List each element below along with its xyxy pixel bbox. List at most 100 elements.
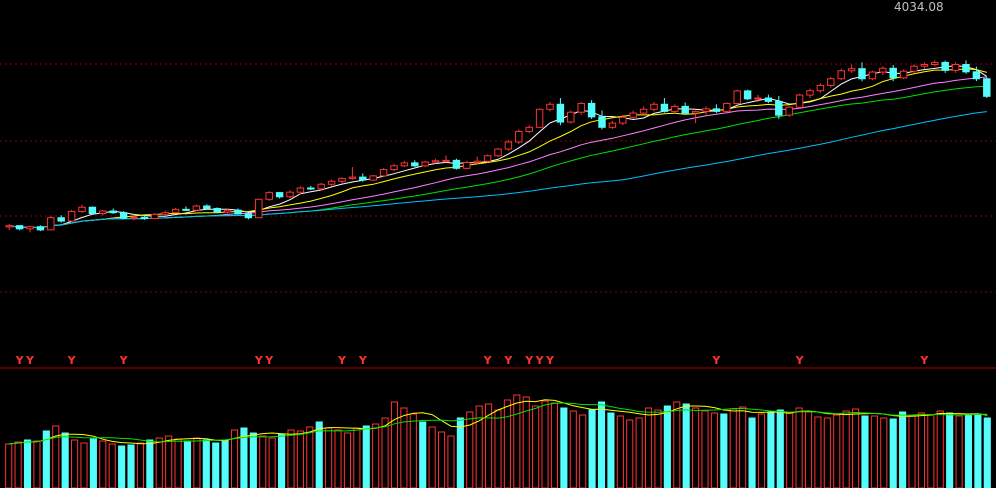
candle-body [140,216,149,220]
candle-body [5,225,13,228]
volume-bar [720,413,728,488]
candle-body [608,122,617,128]
volume-bar [729,408,737,488]
volume-bar [503,399,511,488]
signal-marker: Y [25,354,35,367]
ma-lines [9,65,988,229]
candle-body [712,108,721,112]
volume-bar [560,407,568,488]
ma60-line [9,111,987,229]
volume-bar [466,411,474,488]
volume-bar [757,413,766,488]
volume-bar [569,410,577,488]
volume-bar [475,405,483,488]
candle-body [15,225,24,230]
volume-bar [183,440,192,488]
signal-marker: Y [67,354,77,367]
candle-body [130,216,138,219]
volume-ma10-line [8,402,988,445]
candle-body [920,64,929,67]
candle-body [764,97,773,102]
candle-body [733,90,741,104]
volume-bar [127,444,135,488]
volume-bar [456,417,464,488]
candle-body [941,61,949,71]
volume-bar [221,440,229,488]
price-high-label: 4034.08 [894,0,944,14]
volume-bar [974,413,982,488]
candle-body [47,217,55,231]
candle-body [879,67,887,73]
ma30-line [9,85,987,229]
volume-bar [202,439,210,488]
volume-bar [61,432,69,488]
candle-body [203,205,211,210]
ma10-line [9,68,987,229]
candle-body [816,84,825,92]
volume-bar [616,415,624,488]
volume-bar [428,426,436,488]
volume-bar [343,432,352,488]
volume-bar [437,431,446,488]
candle-body [858,68,866,80]
candle-body [452,159,461,169]
candle-body [983,78,991,97]
candle-body [338,177,346,182]
candle-body [171,208,180,214]
candle-body [317,183,325,190]
volume-bar [249,432,257,488]
volume-bar [390,401,399,488]
candle-body [88,206,97,215]
candle-body [775,100,783,116]
volume-bar [673,401,681,488]
signal-marker: Y [264,354,274,367]
volume-bar [917,412,925,488]
volume-bar [814,416,822,488]
candle-body [26,226,34,230]
candle-body [671,105,679,112]
volume-bar [795,407,803,488]
volume-bar [334,429,342,488]
volume-bar [513,394,521,488]
candle-body [99,210,107,215]
price-grid [0,63,996,293]
candle-body [265,192,273,200]
volume-bar [946,412,954,488]
candle-body [587,102,596,118]
candle-body [827,78,835,86]
signal-marker: Y [524,354,534,367]
volume-bar [259,435,267,488]
candle-body [515,130,523,143]
candle-body [348,176,357,179]
volume-bar [315,421,323,488]
volume-bar [372,423,380,488]
candle-body [650,103,658,110]
volume-bar [353,427,361,488]
volume-bar [823,417,831,488]
candle-body [442,159,450,162]
candle-body [369,175,377,181]
candle-body [806,90,814,96]
volume-bar [278,433,286,488]
candle-body [494,148,502,157]
volume-bar [494,409,502,488]
candle-body [847,68,856,72]
volume-bar [447,435,455,488]
volume-bar [776,409,784,488]
signal-marker: Y [535,354,545,367]
volume-bar [419,421,427,488]
volume-bar [42,430,50,488]
volume-bar [268,437,276,488]
volume-bar [193,437,201,488]
volume-bars [5,394,991,488]
candle-body [161,212,169,215]
volume-bar [532,405,540,488]
candle-body [327,180,336,185]
candle-body [223,209,232,213]
volume-bar [804,411,813,488]
volume-bar [955,415,963,488]
volume-bar [889,418,897,488]
candle-body [400,162,409,167]
candle-body [951,64,960,71]
